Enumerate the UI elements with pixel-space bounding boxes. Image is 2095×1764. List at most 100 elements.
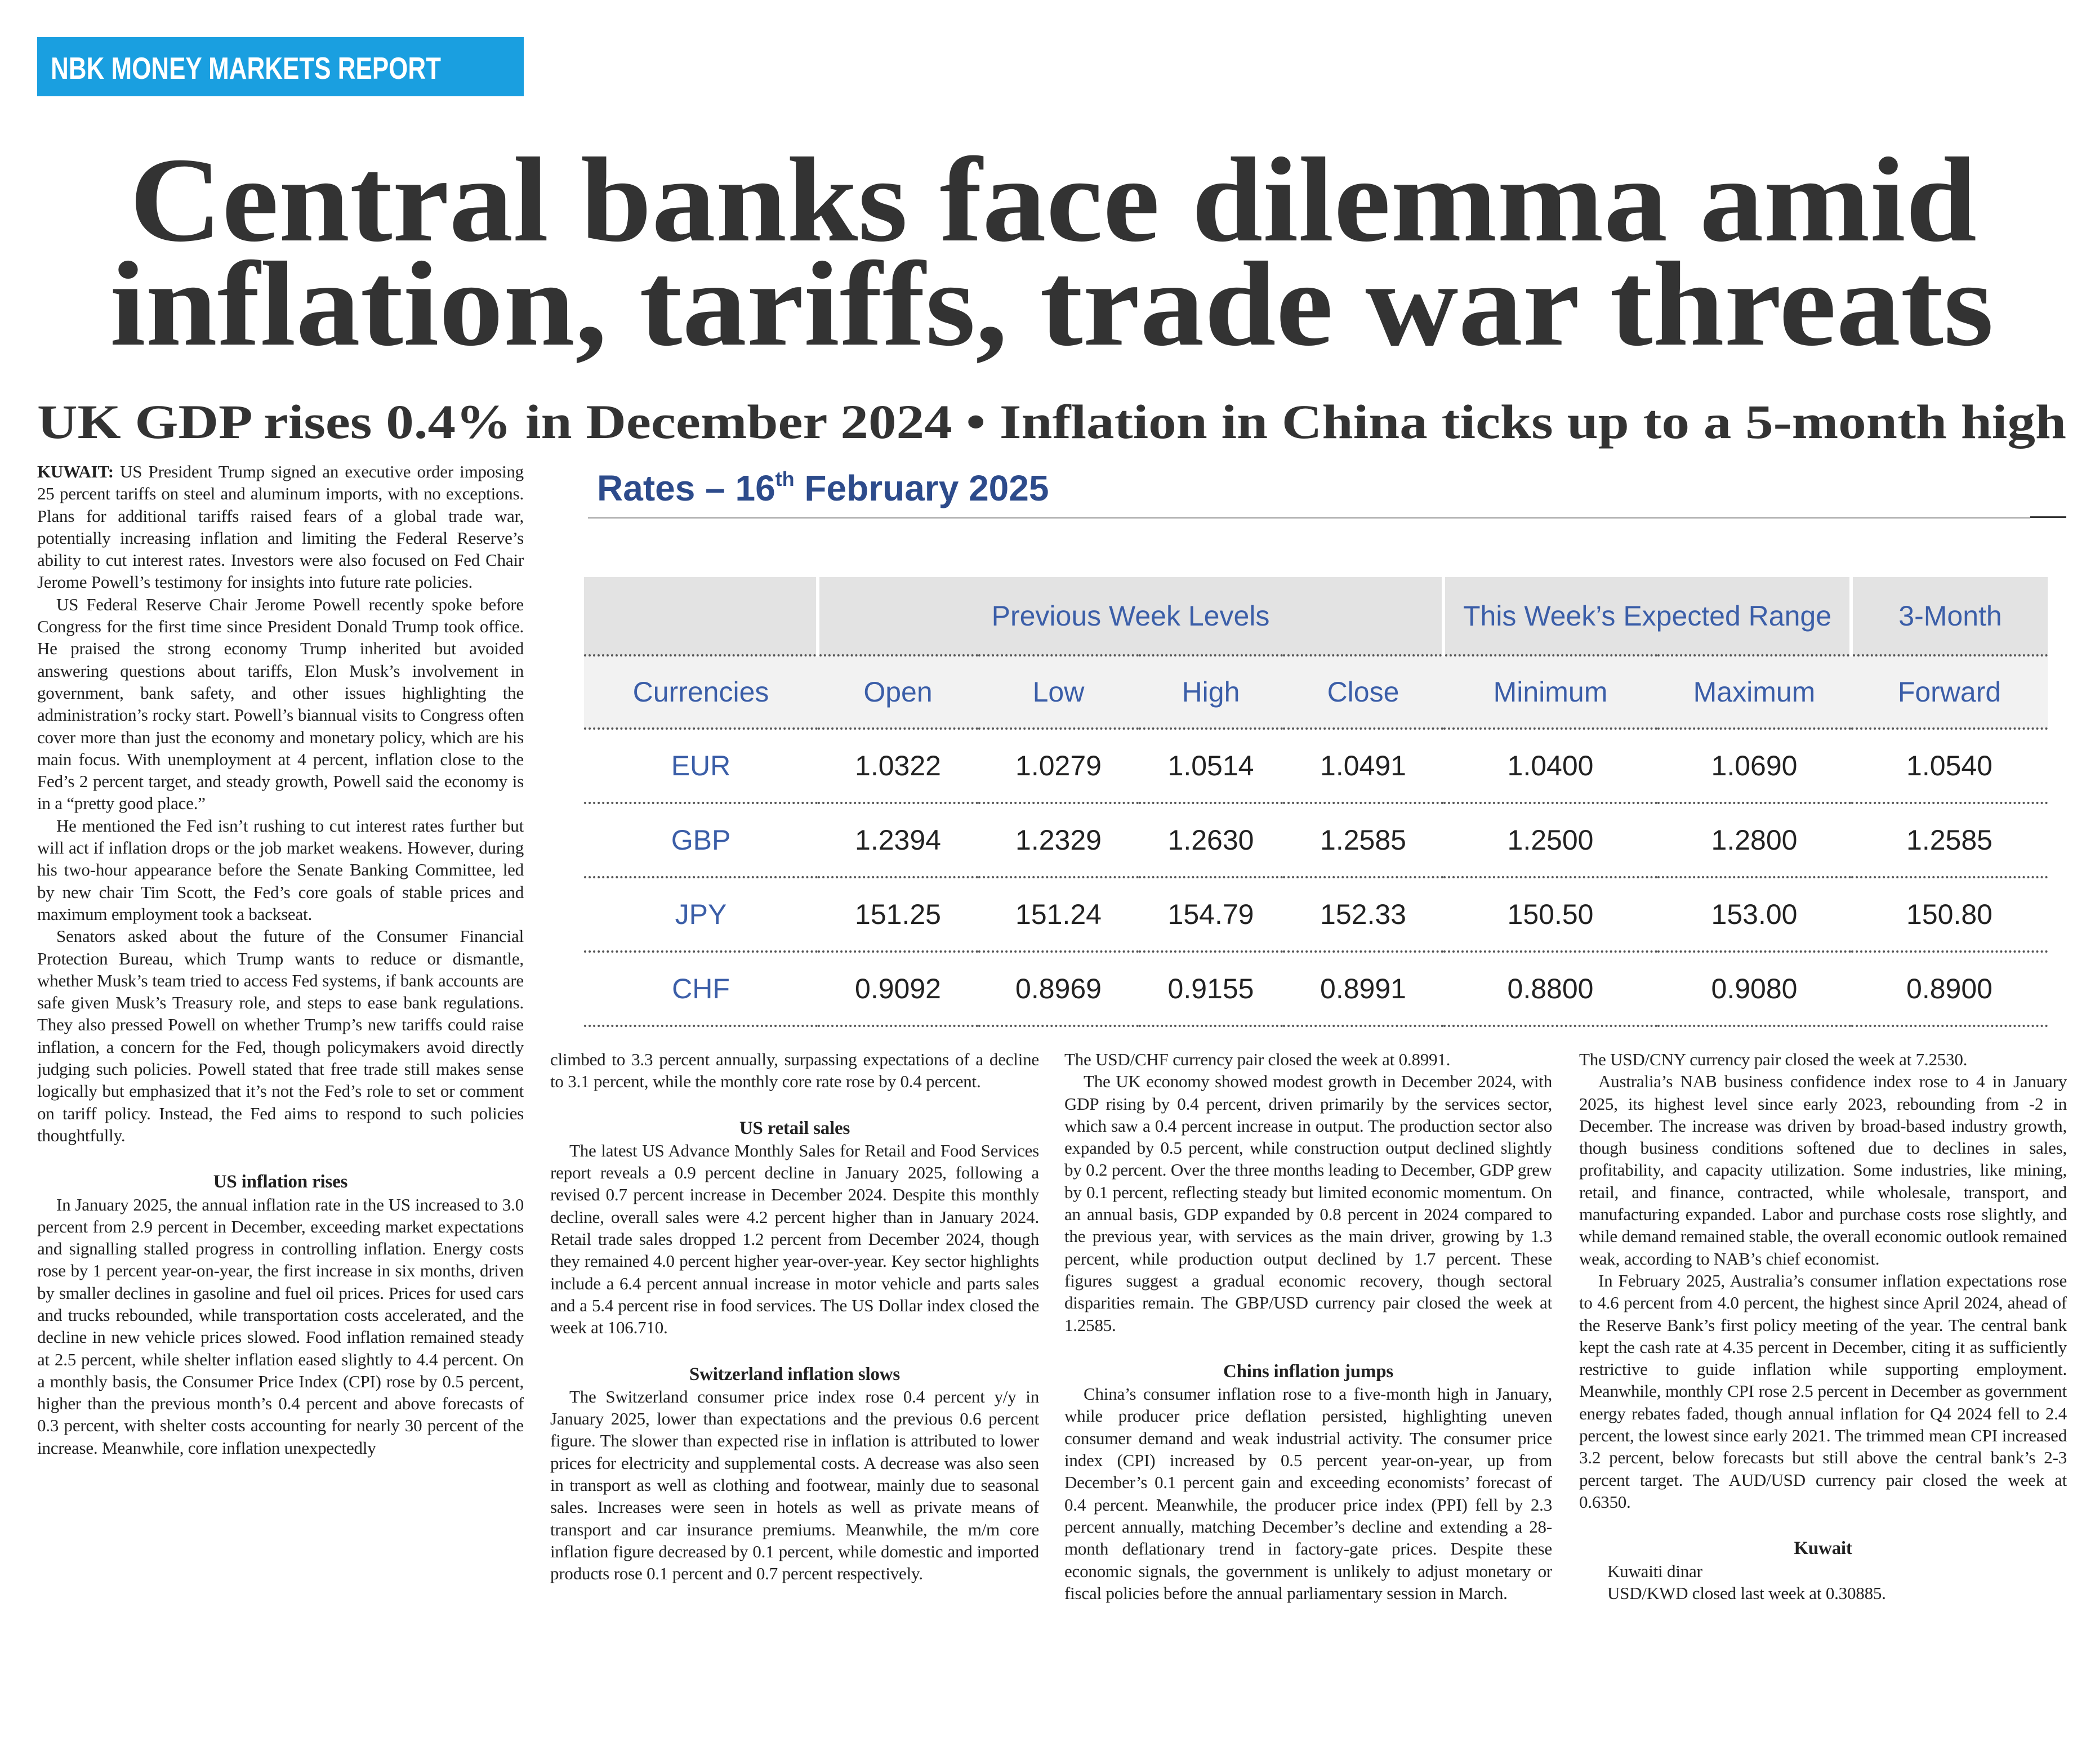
group-header-row: Previous Week Levels This Week’s Expected… (584, 577, 2048, 657)
table-body: Previous Week Levels This Week’s Expected… (584, 577, 2048, 1027)
rate-cell: 1.2329 (978, 803, 1139, 878)
headline: Central banks face dilemma amid (130, 132, 1977, 267)
rate-cell: 0.9155 (1139, 952, 1283, 1027)
rate-cell: 0.8900 (1851, 952, 2048, 1027)
rate-cell: 1.0514 (1139, 729, 1283, 804)
group-header-blank (584, 577, 818, 657)
currency-cell: JPY (584, 877, 818, 953)
rate-cell: 1.0540 (1851, 729, 2048, 804)
paragraph: He mentioned the Fed isn’t rushing to cu… (37, 815, 524, 925)
currency-cell: CHF (584, 952, 818, 1027)
column-header: High (1139, 655, 1283, 730)
paragraph-text: US Federal Reserve Chair Jerome Powell r… (37, 594, 524, 814)
section-heading: US retail sales (739, 1118, 850, 1138)
paragraph-text: The UK economy showed modest growth in D… (1064, 1071, 1552, 1335)
rate-cell: 0.9092 (818, 952, 978, 1027)
column-header: Low (978, 655, 1139, 730)
note-line: Kuwaiti dinar (1607, 1561, 1702, 1581)
title-text: Rates – 16 (597, 468, 775, 508)
text-column: climbed to 3.3 percent annually, surpass… (550, 1048, 1039, 1723)
rate-cell: 0.9080 (1657, 952, 1851, 1027)
column-header: Open (818, 655, 978, 730)
title-text: February 2025 (794, 468, 1049, 508)
paragraph: The USD/CHF currency pair closed the wee… (1064, 1050, 1451, 1069)
text-column: The USD/CHF currency pair closed the wee… (1064, 1048, 1552, 1723)
rate-cell: 153.00 (1657, 877, 1851, 953)
paragraph: US Federal Reserve Chair Jerome Powell r… (37, 593, 524, 815)
column-header: Maximum (1657, 655, 1851, 730)
paragraph: The UK economy showed modest growth in D… (1064, 1070, 1552, 1336)
note-line: USD/KWD closed last week at 0.30885. (1607, 1583, 1886, 1603)
rate-cell: 1.0400 (1443, 729, 1657, 804)
rate-cell: 151.24 (978, 877, 1139, 953)
title-rule (588, 517, 2030, 519)
group-header: Previous Week Levels (816, 577, 1443, 657)
rates-table: Previous Week Levels This Week’s Expected… (584, 577, 2048, 1027)
paragraph-text: In February 2025, Australia’s consumer i… (1579, 1270, 2067, 1512)
column-header: Close (1283, 655, 1443, 730)
rate-cell: 1.0690 (1657, 729, 1851, 804)
currency-cell: GBP (584, 803, 818, 878)
paragraph-text: Australia’s NAB business confidence inde… (1579, 1071, 2067, 1269)
paragraph-text: China’s consumer inflation rose to a fiv… (1064, 1384, 1552, 1603)
column-header-row: Currencies Open Low High Close Minimum Maximum… (584, 655, 2048, 730)
headline: inflation, tariffs, trade war threats (110, 236, 1994, 371)
paragraph-text: US President Trump signed an executive o… (37, 462, 524, 592)
dateline: KUWAIT: (37, 462, 114, 481)
column-header: Currencies (584, 655, 818, 730)
paragraph: Australia’s NAB business confidence inde… (1579, 1070, 2067, 1270)
title-superscript: th (775, 467, 795, 490)
rate-cell: 1.2800 (1657, 803, 1851, 878)
table-row: GBP 1.2394 1.2329 1.2630 1.2585 1.2500 1.2800 1… (584, 803, 2048, 878)
rate-cell: 1.0279 (978, 729, 1139, 804)
subheadline: UK GDP rises 0.4% in December 2024 • Inf… (37, 395, 2066, 449)
rate-cell: 1.0491 (1283, 729, 1443, 804)
rate-cell: 1.0322 (818, 729, 978, 804)
text-column: The USD/CNY currency pair closed the wee… (1579, 1048, 2067, 1723)
paragraph: Senators asked about the future of the C… (37, 925, 524, 1146)
paragraph-text: In January 2025, the annual inflation ra… (37, 1194, 524, 1458)
text-column: KUWAIT: US President Trump signed an exe… (37, 461, 524, 1723)
rate-cell: 154.79 (1139, 877, 1283, 953)
rate-cell: 1.2585 (1851, 803, 2048, 878)
rate-cell: 1.2630 (1139, 803, 1283, 878)
rate-cell: 1.2585 (1283, 803, 1443, 878)
section-heading: Chins inflation jumps (1223, 1361, 1394, 1382)
paragraph: KUWAIT: US President Trump signed an exe… (37, 461, 524, 593)
rate-cell: 0.8969 (978, 952, 1139, 1027)
paragraph: The USD/CNY currency pair closed the wee… (1579, 1050, 1968, 1069)
section-tag: NBK MONEY MARKETS REPORT (51, 51, 441, 86)
paragraph: climbed to 3.3 percent annually, surpass… (550, 1050, 1039, 1092)
table-title: Rates – 16th February 2025 (597, 467, 1049, 509)
rate-cell: 152.33 (1283, 877, 1443, 953)
paragraph-text: The latest US Advance Monthly Sales for … (550, 1140, 1039, 1338)
masthead: NBK MONEY MARKETS REPORT Central banks f… (37, 37, 2066, 449)
rate-cell: 1.2394 (818, 803, 978, 878)
paragraph: In February 2025, Australia’s consumer i… (1579, 1270, 2067, 1513)
rate-cell: 0.8800 (1443, 952, 1657, 1027)
paragraph-text: The Switzerland consumer price index ros… (550, 1386, 1039, 1584)
paragraph-text: Senators asked about the future of the C… (37, 926, 524, 1145)
column-header: Forward (1851, 655, 2048, 730)
section-heading: US inflation rises (213, 1172, 348, 1193)
table-row: CHF 0.9092 0.8969 0.9155 0.8991 0.8800 0.9080 0… (584, 952, 2048, 1027)
rate-cell: 0.8991 (1283, 952, 1443, 1027)
paragraph: The latest US Advance Monthly Sales for … (550, 1140, 1039, 1339)
rate-cell: 1.2500 (1443, 803, 1657, 878)
table-row: EUR 1.0322 1.0279 1.0514 1.0491 1.0400 1.0690 1… (584, 729, 2048, 804)
column-header: Minimum (1443, 655, 1657, 730)
section-heading: Kuwait (1794, 1538, 1852, 1559)
rate-cell: 150.80 (1851, 877, 2048, 953)
section-heading: Switzerland inflation slows (689, 1364, 901, 1385)
title-rule-end (2030, 516, 2066, 518)
table-row: JPY 151.25 151.24 154.79 152.33 150.50 153.00 1… (584, 877, 2048, 953)
paragraph-text: He mentioned the Fed isn’t rushing to cu… (37, 815, 524, 924)
group-header: This Week’s Expected Range (1442, 577, 1851, 657)
paragraph: In January 2025, the annual inflation ra… (37, 1194, 524, 1459)
paragraph: China’s consumer inflation rose to a fiv… (1064, 1383, 1552, 1604)
tag-background (37, 37, 524, 96)
rate-cell: 150.50 (1443, 877, 1657, 953)
group-header: 3-Month (1849, 577, 2048, 657)
currency-cell: EUR (584, 729, 818, 804)
